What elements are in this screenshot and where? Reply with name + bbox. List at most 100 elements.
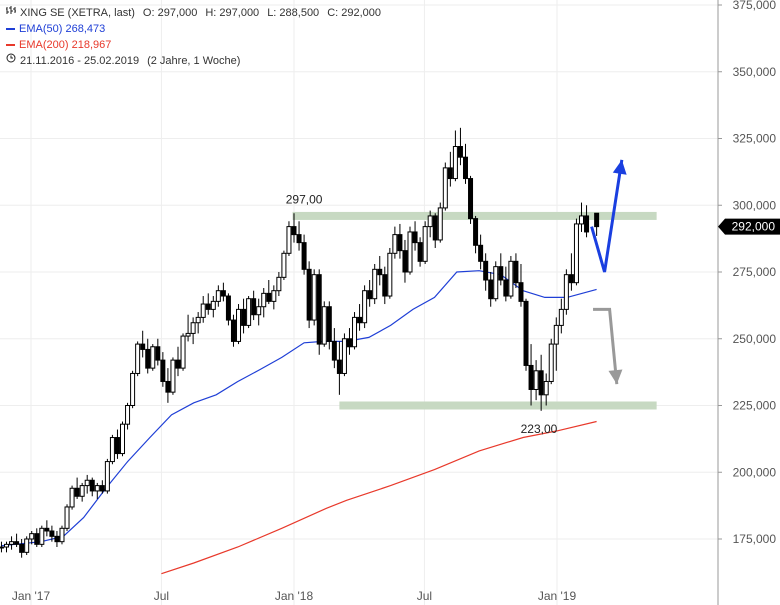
candle-body [135,343,141,374]
candle-body [417,242,423,262]
legend-ema200-value: 218,967 [71,39,112,51]
candle-body [387,252,393,297]
candle-body [160,359,166,382]
candle-body [432,215,438,241]
candle-body [594,212,600,228]
candle-body [246,298,252,326]
candle-body [145,348,151,369]
candle-body [377,268,383,276]
candle-body [341,338,347,374]
candle-body [518,282,524,302]
candle-body [236,308,242,342]
candle-body [346,338,352,348]
candle-body [109,437,115,463]
ema200-swatch [6,44,15,46]
legend-open: O: 297,000 [142,7,198,19]
candle-body [468,178,474,220]
y-tick-label: 350,000 [733,65,777,79]
candle-body [195,316,201,324]
candle-body [104,461,110,492]
candle-body [286,226,292,254]
candle-body [513,260,519,284]
candle-body [205,303,211,310]
candle-body [462,156,468,180]
candle-body [483,260,489,281]
candle-body [452,146,458,180]
candle-body [291,226,297,236]
candle-body [508,260,514,297]
candle-body [397,234,403,252]
candle-body [372,268,378,300]
candle-body [473,218,479,246]
candle-body [241,308,247,326]
legend-ema200-label: EMA(200) [19,39,69,51]
last-price-tag-label: 292,000 [732,220,776,234]
candle-body [49,530,55,537]
candle-body [155,346,161,361]
x-tick-label: Jul [417,589,432,603]
legend-row-instrument: XING SE (XETRA, last) O: 297,000 H: 297,… [6,5,381,21]
candle-body [94,485,100,492]
candle-body [271,290,277,302]
legend-row-ema50: EMA(50) 268,473 [6,21,381,37]
candle-body [352,316,358,348]
candle-body [382,274,388,297]
last-price-tag-bg [718,218,780,235]
candle-body [296,234,302,244]
candle-body [316,274,322,345]
candle-body [478,244,484,262]
candle-body [230,319,236,342]
clock-icon [6,53,16,69]
y-tick-label: 300,000 [733,198,777,212]
legend-period: (2 Jahre, 1 Woche) [147,55,241,67]
candle-body [225,295,231,321]
candle-body [306,268,312,321]
candle-body [498,266,504,281]
bullish-arrow-head [612,159,627,175]
zone-band [292,211,657,220]
candle-body [266,292,272,302]
candle-body [488,279,494,300]
candle-body [568,274,574,284]
price-annotations: 297,00 223,00 [286,192,558,436]
y-tick-label: 325,000 [733,132,777,146]
candle-body [276,276,282,292]
candle-body [528,364,534,390]
candle-body [336,359,342,374]
last-price-tag[interactable]: 292,000 [718,218,780,235]
candle-body [140,343,146,350]
y-tick-label: 200,000 [733,465,777,479]
candle-body [24,538,30,553]
candle-body [563,274,569,310]
candle-body [367,290,373,300]
ema50-swatch [6,28,15,30]
candle-body [503,279,509,297]
candle-body [442,167,448,209]
candle-body [427,215,433,228]
candle-body [19,543,25,553]
candle-body [311,274,317,321]
candle-body [200,303,206,318]
candle-body [362,290,368,324]
candle-body [210,300,216,310]
y-tick-label: 275,000 [733,265,777,279]
y-tick-label: 225,000 [733,399,777,413]
legend-instrument: XING SE (XETRA, last) [20,7,135,19]
candle-body [180,335,186,369]
candle-body [553,324,559,345]
candle-body [412,231,418,244]
y-axis: 175,000 200,000 225,000 250,000 275,000 300,0… [718,0,776,546]
candle-body [407,231,413,273]
candle-body [89,479,95,492]
candle-body [69,487,75,508]
candle-body [130,372,136,406]
x-tick-label: Jan '18 [275,589,314,603]
candle-body [114,437,120,455]
candle-body [0,546,4,549]
legend-high: H: 297,000 [205,7,260,19]
candle-body [533,370,539,390]
ohlc-bar-icon [6,5,16,21]
candle-body [190,322,196,334]
candle-body [543,380,549,396]
